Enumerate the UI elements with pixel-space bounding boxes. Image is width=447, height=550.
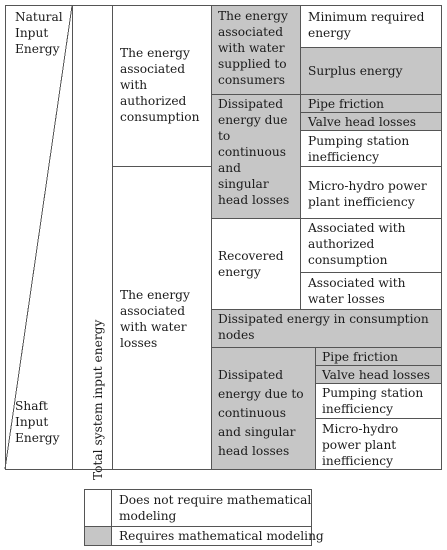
supplied-label: The energy associated with water supplie… — [218, 9, 288, 87]
water-losses-label: The energy associated with water losses — [120, 288, 190, 350]
valve-losses-2-cell — [315, 365, 442, 383]
microhydro-1-label: Micro-hydro power plant inefficiency — [308, 179, 427, 209]
pumping-2-label: Pumping station inefficiency — [322, 386, 424, 416]
pipe-friction-1-label: Pipe friction — [308, 97, 385, 111]
legend-modeling-label: Requires mathematical modeling — [119, 529, 324, 543]
pipe-friction-2-cell — [315, 347, 442, 365]
dissipated-nodes-label: Dissipated energy in consumption nodes — [218, 312, 429, 342]
total-system-input-energy-label: Total system input energy — [91, 319, 105, 480]
dissipated-nodes-cell — [211, 309, 442, 347]
valve-losses-1-label: Valve head losses — [308, 115, 417, 129]
legend-no-modeling-label: Does not require mathematical modeling — [119, 493, 312, 523]
pipe-friction-1-cell — [300, 94, 442, 112]
pipe-friction-2-label: Pipe friction — [322, 350, 399, 364]
dissipated-1-label: Dissipated energy due to continuous and … — [218, 97, 290, 207]
dissipated-1-cell — [211, 94, 300, 218]
assoc-losses-label: Associated with water losses — [308, 276, 406, 306]
surplus-label: Surplus energy — [308, 64, 403, 78]
valve-losses-2-label: Valve head losses — [322, 368, 431, 382]
natural-input-energy-label: Natural Input Energy — [15, 10, 63, 56]
legend-shaded-swatch — [84, 526, 111, 545]
dissipated-2-label: Dissipated energy due to continuous and … — [218, 368, 304, 458]
dissipated-2-cell — [211, 347, 315, 469]
authorized-consumption-label: The energy associated with authorized co… — [120, 46, 200, 124]
recovered-energy-label: Recovered energy — [218, 249, 284, 279]
pumping-1-label: Pumping station inefficiency — [308, 134, 410, 164]
supplied-cell — [211, 5, 300, 94]
valve-losses-1-cell — [300, 112, 442, 130]
min-required-label: Minimum required energy — [308, 10, 425, 40]
assoc-authorized-label: Associated with authorized consumption — [308, 221, 406, 267]
shaft-input-energy-label: Shaft Input Energy — [15, 399, 60, 445]
microhydro-2-label: Micro-hydro power plant inefficiency — [322, 422, 399, 468]
surplus-cell — [300, 47, 442, 94]
